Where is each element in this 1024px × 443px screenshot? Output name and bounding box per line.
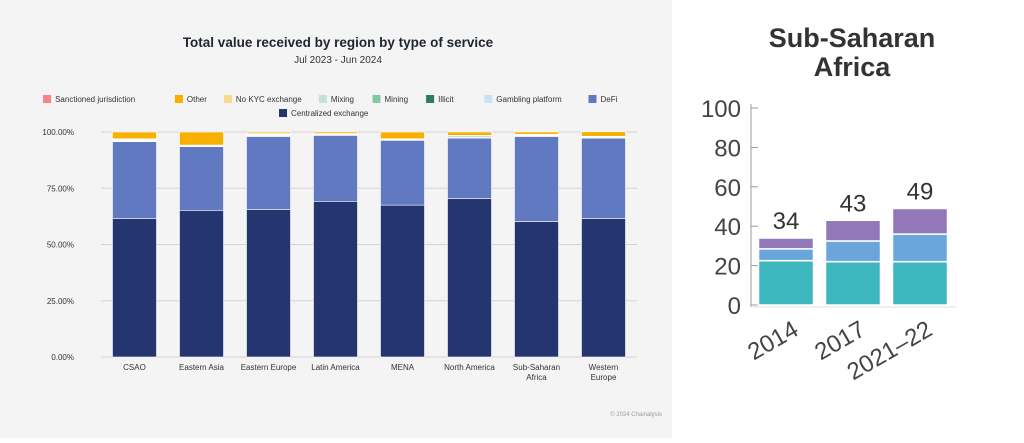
bar-latin-america-centralized-exchange	[314, 201, 358, 357]
chart-subtitle: Jul 2023 - Jun 2024	[294, 55, 382, 66]
x-tick-label-csao: CSAO	[123, 363, 146, 372]
bar-2017-segment-3	[826, 220, 881, 241]
total-label-2014: 34	[773, 208, 800, 235]
legend-swatch-no-kyc-exchange	[224, 95, 232, 103]
legend-swatch-centralized-exchange	[279, 109, 287, 117]
legend-swatch-other	[175, 95, 183, 103]
panel-title-line-1: Sub-Saharan	[769, 23, 936, 53]
bar-csao-centralized-exchange	[113, 219, 157, 357]
bar-eastern-asia-defi	[180, 147, 224, 211]
stacked-bar-chart-panel: Total value received by region by type o…	[0, 0, 672, 438]
chart-title: Total value received by region by type o…	[183, 35, 494, 50]
bar-mena-centralized-exchange	[381, 205, 425, 357]
x-tick-label-latin-america: Latin America	[311, 363, 360, 372]
y-tick-label: 40	[714, 214, 741, 241]
y-tick-label: 100.00%	[42, 128, 74, 137]
y-tick-label: 80	[714, 135, 741, 162]
bar-eastern-asia-centralized-exchange	[180, 210, 224, 357]
chart-footer: © 2024 Chainalysis	[610, 411, 662, 418]
legend-swatch-gambling-platform	[484, 95, 492, 103]
bar-2014-segment-2	[759, 249, 814, 261]
bar-latin-america-other	[314, 132, 358, 134]
bar-csao-defi	[113, 142, 157, 219]
y-tick-label: 75.00%	[47, 184, 74, 193]
legend-label-gambling-platform: Gambling platform	[496, 95, 562, 104]
bar-2021-22-segment-2	[893, 234, 948, 262]
legend-label-mining: Mining	[385, 95, 409, 104]
bar-eastern-asia-other	[180, 132, 224, 145]
bar-western-europe-centralized-exchange	[582, 219, 626, 357]
sub-saharan-africa-chart: Sub-Saharan Africa 0 20 40 60 80 100 34 43 49 2…	[672, 0, 1024, 438]
bar-sub-saharan-africa-defi	[515, 137, 559, 222]
legend-swatch-mining	[373, 95, 381, 103]
bar-2014-segment-1	[759, 261, 814, 305]
total-label-2017: 43	[840, 190, 867, 217]
y-tick-label: 0.00%	[51, 353, 74, 362]
legend-label-centralized-exchange: Centralized exchange	[291, 109, 369, 118]
total-label-2021-22: 49	[907, 178, 934, 205]
legend-label-sanctioned-jurisdiction: Sanctioned jurisdiction	[55, 95, 135, 104]
bar-north-america-centralized-exchange	[448, 198, 492, 357]
bar-2021-22-segment-1	[893, 262, 948, 305]
x-tick-label-eastern-asia: Eastern Asia	[179, 363, 224, 372]
legend-swatch-illicit	[426, 95, 434, 103]
bar-csao-other	[113, 132, 157, 139]
bar-sub-saharan-africa-other	[515, 132, 559, 134]
bar-north-america-defi	[448, 138, 492, 198]
legend-label-no-kyc-exchange: No KYC exchange	[236, 95, 302, 104]
y-tick-label: 100	[701, 96, 741, 123]
y-tick-label: 60	[714, 175, 741, 202]
bar-latin-america-defi	[314, 135, 358, 201]
bar-north-america-other	[448, 132, 492, 135]
y-tick-label: 20	[714, 254, 741, 281]
legend-swatch-mixing	[319, 95, 327, 103]
sub-saharan-africa-panel: Sub-Saharan Africa 0 20 40 60 80 100 34 43 49 2…	[672, 0, 1024, 438]
x-axis-labels: CSAO Eastern Asia Eastern Europe Latin Amer…	[123, 363, 618, 382]
bar-eastern-europe-other	[247, 132, 291, 133]
legend-swatch-defi	[589, 95, 597, 103]
legend-label-illicit: Illicit	[438, 95, 454, 104]
bar-2017-segment-1	[826, 262, 881, 305]
legend-label-mixing: Mixing	[331, 95, 354, 104]
x-tick-label-mena: MENA	[391, 363, 415, 372]
region-service-chart: Total value received by region by type o…	[0, 0, 672, 438]
x-tick-label-2014: 2014	[743, 316, 803, 366]
y-tick-label: 25.00%	[47, 297, 74, 306]
bar-western-europe-defi	[582, 138, 626, 219]
panel-title-line-2: Africa	[814, 52, 892, 82]
bar-sub-saharan-africa-centralized-exchange	[515, 222, 559, 357]
legend-label-defi: DeFi	[601, 95, 618, 104]
y-tick-label: 50.00%	[47, 241, 74, 250]
bar-2021-22-segment-3	[893, 208, 948, 234]
y-tick-label: 0	[728, 293, 741, 320]
bar-mena-other	[381, 132, 425, 139]
legend-swatch-sanctioned-jurisdiction	[43, 95, 51, 103]
x-tick-label-eastern-europe: Eastern Europe	[241, 363, 297, 372]
legend-label-other: Other	[187, 95, 207, 104]
bar-eastern-europe-defi	[247, 137, 291, 210]
bar-mena-defi	[381, 140, 425, 205]
bar-eastern-europe-centralized-exchange	[247, 210, 291, 357]
x-tick-label-north-america: North America	[444, 363, 495, 372]
bar-western-europe-other	[582, 132, 626, 137]
bar-2017-segment-2	[826, 241, 881, 262]
bar-2014-segment-3	[759, 238, 814, 249]
chart-legend: Sanctioned jurisdiction Other No KYC excha…	[43, 95, 618, 118]
